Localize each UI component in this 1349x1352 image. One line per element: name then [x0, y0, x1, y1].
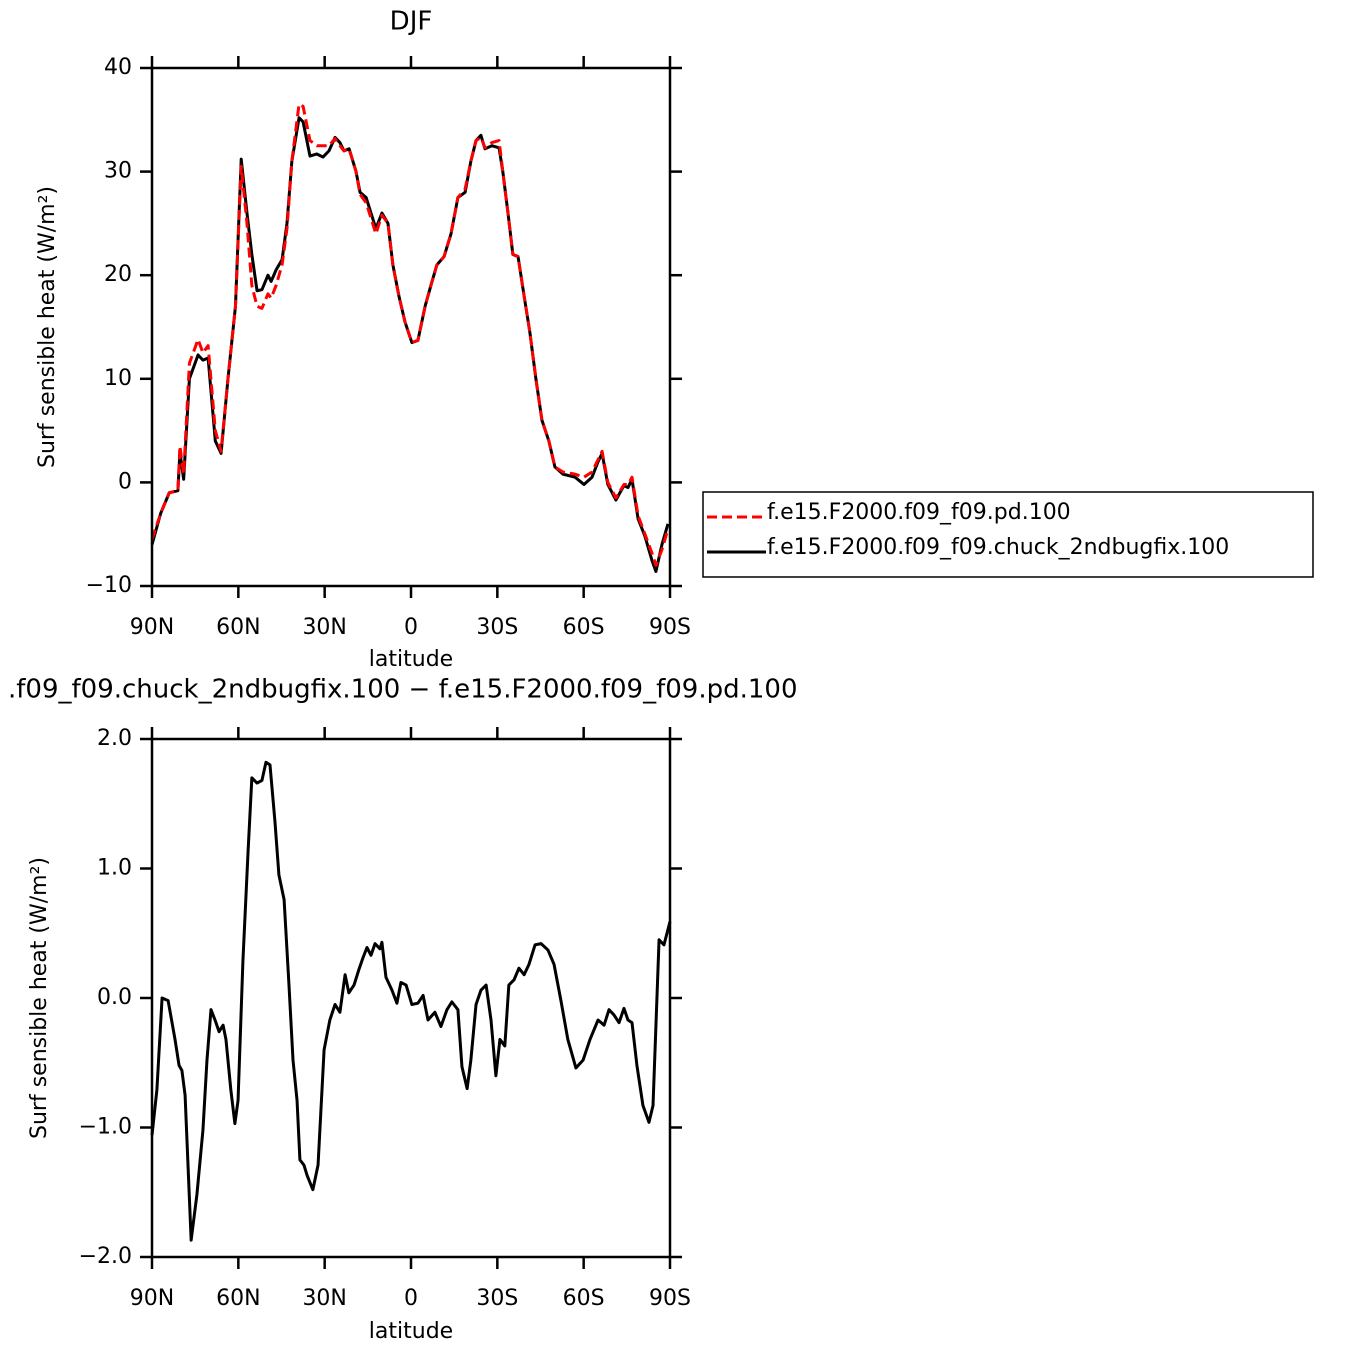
y-tick-label: 1.0	[97, 856, 132, 881]
y-tick-label: 40	[104, 55, 132, 80]
legend-box	[702, 491, 1314, 578]
x-tick-label: 90S	[649, 615, 691, 640]
y-tick-label: 30	[104, 159, 132, 184]
y-tick-label: 10	[104, 366, 132, 391]
y-tick-label: 0	[118, 469, 132, 494]
legend-label: f.e15.F2000.f09_f09.chuck_2ndbugfix.100	[767, 535, 1229, 560]
x-tick-label: 30S	[476, 1286, 518, 1311]
y-tick-label: 20	[104, 262, 132, 287]
x-axis-label: latitude	[369, 1319, 453, 1344]
data-line	[150, 116, 670, 573]
y-tick-label: −2.0	[79, 1244, 132, 1269]
y-tick-label: −1.0	[79, 1115, 132, 1140]
x-tick-label: 90N	[130, 615, 174, 640]
y-tick-label: 0.0	[97, 985, 132, 1010]
legend-label: f.e15.F2000.f09_f09.pd.100	[767, 500, 1071, 525]
x-tick-label: 90N	[130, 1286, 174, 1311]
chart-title: .f09_f09.chuck_2ndbugfix.100 − f.e15.F20…	[8, 675, 797, 705]
x-tick-label: 60S	[563, 615, 605, 640]
x-tick-label: 90S	[649, 1286, 691, 1311]
x-tick-label: 60S	[563, 1286, 605, 1311]
y-axis-label: Surf sensible heat (W/m²)	[35, 186, 60, 468]
data-line	[150, 102, 670, 567]
x-tick-label: 60N	[216, 1286, 260, 1311]
y-tick-label: −10	[86, 573, 132, 598]
y-tick-label: 2.0	[97, 726, 132, 751]
y-axis-label: Surf sensible heat (W/m²)	[27, 857, 52, 1139]
data-line	[150, 760, 672, 1242]
x-tick-label: 30S	[476, 615, 518, 640]
x-tick-label: 0	[404, 1286, 418, 1311]
x-tick-label: 0	[404, 615, 418, 640]
x-axis-label: latitude	[369, 647, 453, 672]
plot-frame	[150, 66, 672, 588]
x-tick-label: 30N	[302, 1286, 346, 1311]
x-tick-label: 30N	[302, 615, 346, 640]
plot-frame	[150, 737, 672, 1259]
x-tick-label: 60N	[216, 615, 260, 640]
chart-title: DJF	[390, 7, 433, 37]
